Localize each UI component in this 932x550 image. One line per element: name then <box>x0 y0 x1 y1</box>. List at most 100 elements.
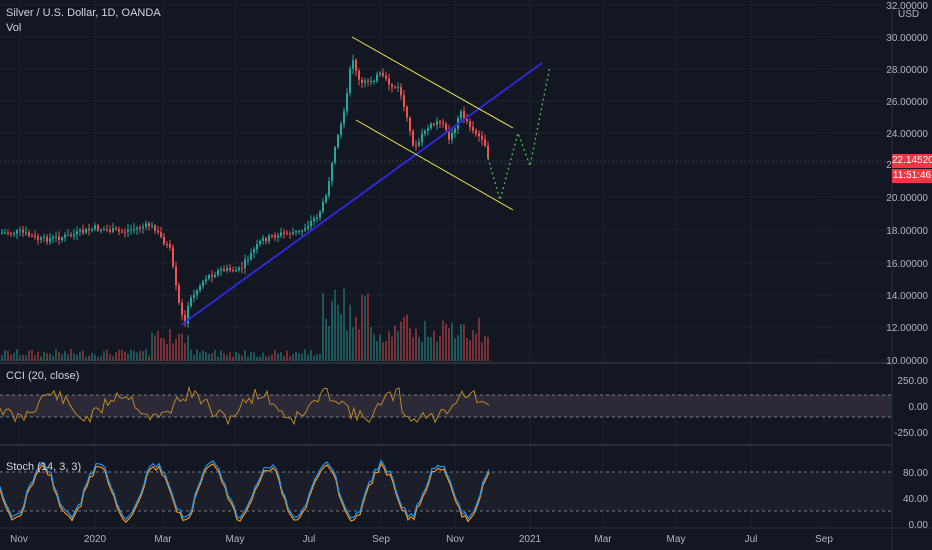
candle-body <box>142 226 144 229</box>
volume-bar <box>337 304 339 361</box>
volume-bar <box>304 349 306 361</box>
candle-body <box>34 235 36 237</box>
volume-bar <box>166 343 168 361</box>
volume-bar <box>409 328 411 361</box>
candle-body <box>121 231 123 233</box>
volume-bar <box>151 332 153 361</box>
volume-bar <box>208 353 210 361</box>
cci-tick: -250.00 <box>894 428 928 439</box>
volume-bar <box>331 300 333 361</box>
volume-bar <box>259 356 261 361</box>
volume-bar <box>286 350 288 361</box>
volume-bar <box>64 351 66 361</box>
volume-bar <box>397 331 399 361</box>
candle-body <box>409 117 411 131</box>
candle-body <box>46 236 48 242</box>
candle-body <box>469 121 471 128</box>
volume-bar <box>358 329 360 361</box>
candle-body <box>205 278 207 282</box>
candle-body <box>349 68 351 94</box>
candle-body <box>76 231 78 235</box>
volume-bar <box>250 351 252 361</box>
volume-bar <box>19 355 21 361</box>
candle-body <box>466 118 468 122</box>
volume-bar <box>121 349 123 361</box>
volume-bar <box>127 353 129 361</box>
candle-body <box>175 266 177 286</box>
candle-body <box>322 201 324 212</box>
volume-bar <box>487 337 489 361</box>
volume-bar <box>28 350 30 361</box>
time-axis-labels[interactable]: Nov 2020 Mar May Jul Sep Nov 2021 Mar May Jul Sep <box>10 534 833 545</box>
price-tick: 14.00000 <box>886 291 928 302</box>
candle-body <box>211 275 213 277</box>
volume-bar <box>85 356 87 361</box>
candle-body <box>73 234 75 237</box>
candle-body <box>337 135 339 148</box>
price-axis-labels[interactable]: 32.00000 30.00000 28.00000 26.00000 24.00000… <box>886 1 928 367</box>
volume-bar <box>370 326 372 361</box>
candle-body <box>415 145 417 147</box>
volume-bar <box>169 329 171 361</box>
candle-body <box>388 78 390 85</box>
time-tick: 2021 <box>519 534 542 545</box>
candle-body <box>43 236 45 238</box>
candle-body <box>136 227 138 230</box>
candle-body <box>79 229 81 232</box>
cci-label[interactable]: CCI (20, close) <box>6 370 80 382</box>
volume-bar <box>283 356 285 361</box>
candle-body <box>196 290 198 295</box>
candle-body <box>199 285 201 291</box>
trendline-support[interactable] <box>180 62 543 326</box>
candle-body <box>28 232 30 236</box>
volume-bar <box>61 354 63 361</box>
volume-bar <box>301 353 303 361</box>
volume-bar <box>298 353 300 361</box>
volume-bar <box>343 288 345 361</box>
candle-body <box>52 236 54 239</box>
candle-body <box>157 230 159 233</box>
volume-bar <box>4 349 6 361</box>
candle-body <box>355 60 357 72</box>
volume-bar <box>154 335 156 361</box>
volume-bar <box>325 318 327 361</box>
volume-bar <box>91 353 93 361</box>
volume-bar <box>76 354 78 361</box>
candle-body <box>472 127 474 131</box>
volume-bar <box>25 355 27 361</box>
volume-bar <box>100 356 102 361</box>
channel-lower-line[interactable] <box>355 119 514 211</box>
volume-bar <box>421 341 423 361</box>
cci-line <box>0 385 490 426</box>
volume-bar <box>133 350 135 361</box>
candle-body <box>334 147 336 163</box>
volume-bar <box>52 355 54 361</box>
volume-bar <box>376 340 378 361</box>
candle-body <box>382 72 384 76</box>
volume-bar <box>184 343 186 361</box>
volume-bar <box>274 349 276 361</box>
volume-bar <box>433 330 435 361</box>
stoch-label[interactable]: Stoch (14, 3, 3) <box>6 461 82 473</box>
candle-body <box>307 226 309 229</box>
volume-bar <box>277 353 279 361</box>
price-tick: 26.00000 <box>886 97 928 108</box>
volume-bar <box>430 337 432 361</box>
candle-body <box>190 297 192 307</box>
symbol-title[interactable]: Silver / U.S. Dollar, 1D, OANDA <box>6 7 161 19</box>
volume-bar <box>361 294 363 361</box>
volume-bar <box>268 356 270 361</box>
candle-body <box>244 259 246 269</box>
current-price-badge: 22.14520 <box>892 154 932 168</box>
volume-bar <box>412 337 414 361</box>
candle-body <box>40 237 42 240</box>
volume-bar <box>70 349 72 361</box>
volume-label[interactable]: Vol <box>6 22 22 34</box>
candle-body <box>310 220 312 227</box>
candle-body <box>163 236 165 244</box>
candle-body <box>256 244 258 250</box>
channel-upper-line[interactable] <box>351 36 514 129</box>
candlesticks[interactable] <box>1 54 489 328</box>
volume-bar <box>79 351 81 361</box>
